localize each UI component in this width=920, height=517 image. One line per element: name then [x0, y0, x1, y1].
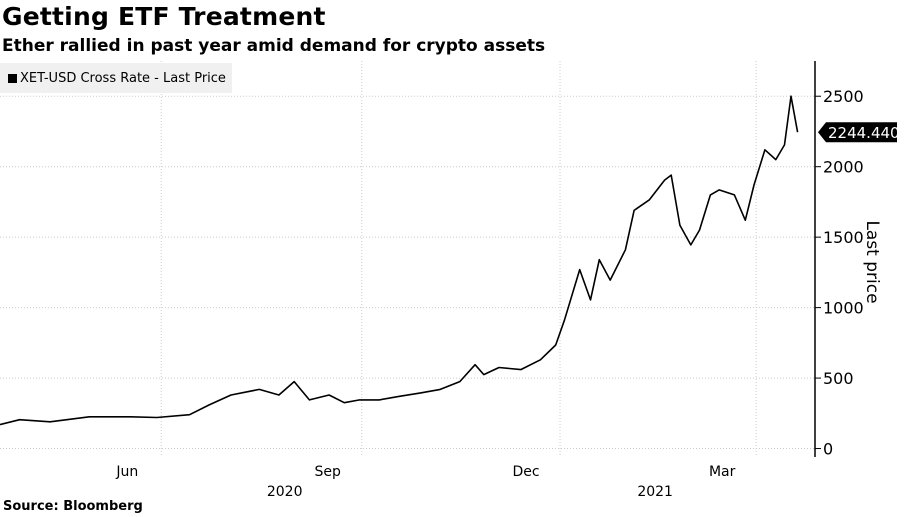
y-axis-label: Last price [862, 220, 882, 304]
last-value-label: 2244.440 [828, 124, 900, 142]
x-year-label: 2020 [267, 484, 303, 500]
price-line [0, 95, 799, 426]
y-tick-label: 2500 [823, 87, 864, 106]
chart-subtitle: Ether rallied in past year amid demand f… [2, 36, 546, 56]
legend-swatch [8, 73, 17, 83]
y-tick-label: 2000 [823, 158, 864, 177]
chart-title: Getting ETF Treatment [2, 2, 326, 31]
y-tick-label: 1500 [823, 228, 864, 247]
x-tick-label: Dec [512, 464, 539, 480]
legend: XET-USD Cross Rate - Last Price [0, 63, 232, 93]
y-tick-label: 1000 [823, 299, 864, 318]
source-note: Source: Bloomberg [3, 499, 143, 514]
x-tick-label: Sep [315, 464, 342, 480]
last-value-badge [818, 122, 897, 143]
x-tick-label: Mar [709, 464, 736, 480]
y-tick-label: 500 [823, 369, 854, 388]
x-tick-label: Jun [115, 464, 138, 480]
x-year-label: 2021 [637, 484, 673, 500]
y-tick-label: 0 [823, 440, 833, 459]
legend-label: XET-USD Cross Rate - Last Price [20, 70, 226, 86]
